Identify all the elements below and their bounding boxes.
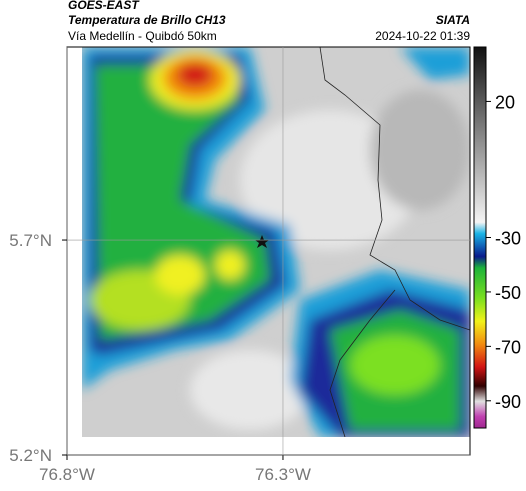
colorbar xyxy=(473,46,487,429)
title: GOES-EAST xyxy=(68,0,140,12)
x-tick-label: 76.3°W xyxy=(255,465,311,484)
colorbar-tick-label: -70 xyxy=(495,337,521,357)
subtitle: Temperatura de Brillo CH13 xyxy=(68,13,226,27)
datetime: 2024-10-22 01:39 xyxy=(375,29,470,43)
source: SIATA xyxy=(436,13,470,27)
colorbar-tick-label: 20 xyxy=(495,92,515,112)
colorbar-tick-label: -30 xyxy=(495,229,521,249)
y-tick-label: 5.2°N xyxy=(9,446,52,465)
x-tick-label: 76.8°W xyxy=(39,465,95,484)
satellite-image xyxy=(82,47,470,437)
colorbar-tick-label: -90 xyxy=(495,392,521,412)
location: Vía Medellín - Quibdó 50km xyxy=(68,29,217,43)
y-tick-label: 5.7°N xyxy=(9,231,52,250)
colorbar-tick-label: -50 xyxy=(495,283,521,303)
